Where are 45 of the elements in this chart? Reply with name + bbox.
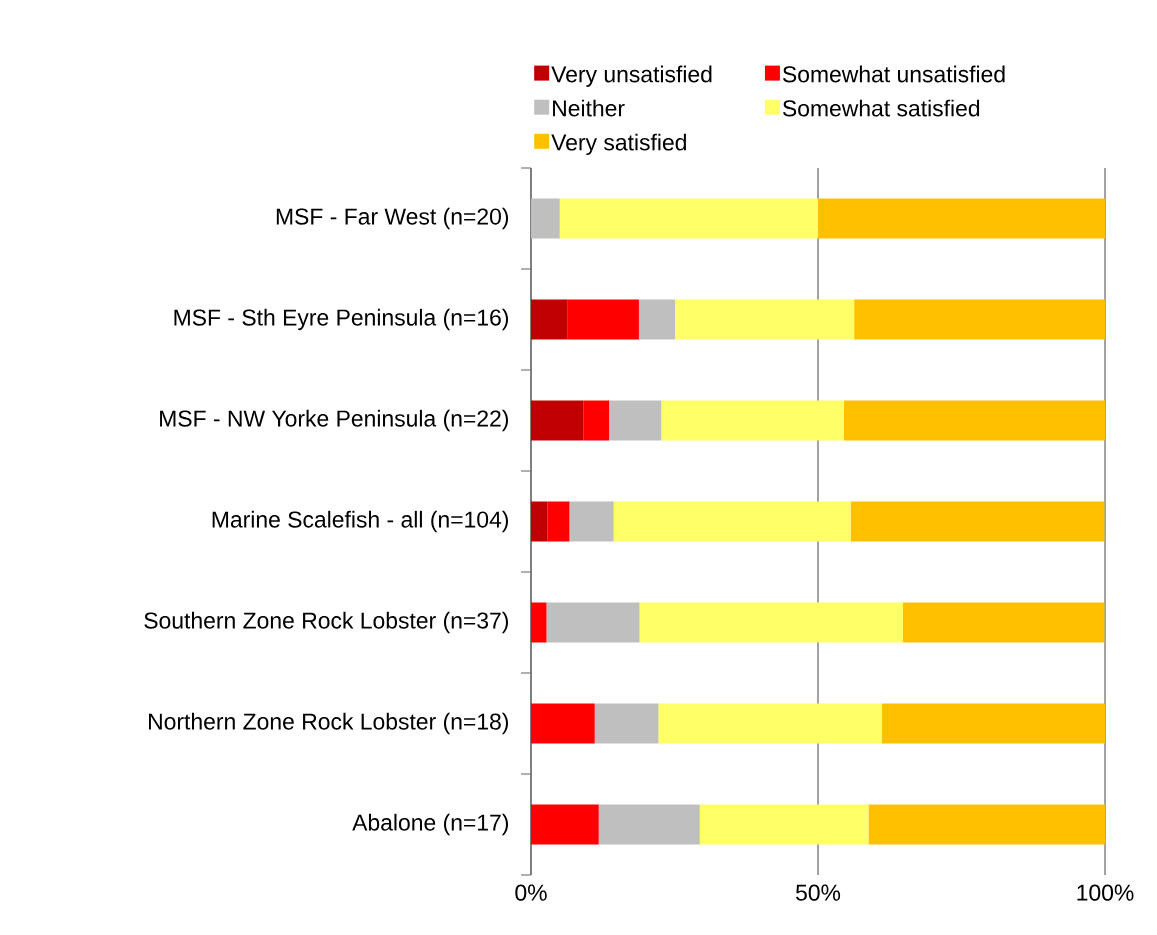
bar (583, 400, 610, 441)
bar (675, 299, 855, 340)
y-tick-label: Abalone (n=17) (352, 813, 509, 836)
y-tick-label: Marine Scalefish - all (n=104) (212, 510, 509, 533)
x-tick-label: 100% (1077, 884, 1134, 901)
bar (902, 602, 1105, 643)
y-tick-label: MSF - NW Yorke Peninsula (n=22) (160, 409, 509, 432)
bar (881, 703, 1106, 744)
legend-label: Somewhat unsatisfied (782, 65, 1005, 83)
bar (854, 299, 1106, 340)
y-tick-label: Southern Zone Rock Lobster (n=37) (144, 611, 509, 634)
bar (531, 804, 599, 845)
x-tick-label: 50% (796, 884, 841, 901)
bar (609, 400, 662, 441)
y-tick-label: MSF - Far West (n=20) (276, 207, 509, 230)
y-tick-label: Northern Zone Rock Lobster (n=18) (149, 712, 509, 735)
bar (531, 703, 595, 744)
bar (638, 299, 676, 340)
bar (594, 703, 659, 744)
bar (531, 400, 584, 441)
legend-label: Somewhat satisfied (782, 99, 980, 117)
bar (546, 602, 640, 643)
legend-label: Very unsatisfied (551, 65, 712, 87)
y-tick-label: MSF - Sth Eyre Peninsula (n=16) (174, 308, 509, 331)
bar (818, 198, 1106, 239)
bar (868, 804, 1106, 845)
bar (547, 501, 570, 542)
bar (639, 602, 903, 643)
bar (531, 501, 548, 542)
legend-label: Neither (553, 99, 625, 117)
bar (598, 804, 700, 845)
bar (531, 602, 547, 643)
legend-label: Very satisfied (551, 133, 686, 156)
bar (567, 299, 639, 340)
bar (531, 299, 568, 340)
bar (658, 703, 882, 744)
bar (661, 400, 844, 441)
bar (699, 804, 869, 845)
bar (559, 198, 818, 239)
x-tick-label: 0% (515, 884, 547, 901)
bar (569, 501, 614, 542)
bar (531, 198, 560, 239)
bar (850, 501, 1105, 542)
bar (843, 400, 1106, 441)
bar (613, 501, 851, 542)
